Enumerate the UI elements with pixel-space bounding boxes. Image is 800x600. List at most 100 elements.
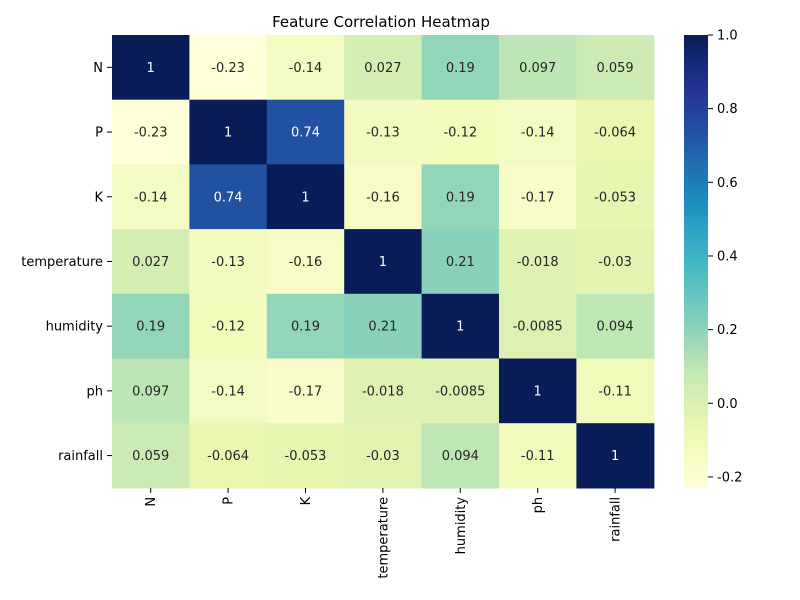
cell-annotation: -0.12 xyxy=(443,126,477,141)
heatmap-cell xyxy=(112,423,190,489)
cell-annotation: -0.23 xyxy=(134,126,168,141)
cell-annotation: 1 xyxy=(611,449,619,464)
cell-annotation: -0.11 xyxy=(598,384,632,399)
cell-annotation: 0.21 xyxy=(368,320,397,335)
column-label: temperature xyxy=(376,497,391,579)
row-label: ph xyxy=(87,384,104,399)
heatmap-cell xyxy=(499,358,577,424)
heatmap-cell xyxy=(421,293,500,360)
heatmap-cell xyxy=(499,35,577,101)
cell-annotation: 0.097 xyxy=(132,384,169,399)
heatmap-cell xyxy=(499,99,577,165)
heatmap-cell xyxy=(112,358,190,424)
colorbar-tick-label: 0.6 xyxy=(717,176,738,191)
cell-annotation: 0.097 xyxy=(519,61,556,76)
cell-annotation: 0.74 xyxy=(214,190,243,205)
row-label: temperature xyxy=(21,255,103,270)
heatmap-cell xyxy=(576,164,655,230)
cell-annotation: 0.19 xyxy=(291,320,320,335)
heatmap-cell xyxy=(189,293,268,360)
cell-annotation: -0.12 xyxy=(211,320,245,335)
heatmap-cell xyxy=(189,229,268,295)
heatmap-cell xyxy=(576,35,655,101)
heatmap-cell xyxy=(576,423,655,489)
heatmap-cells: 1 -0.23 -0.14 0.027 0.19 0.097 0.059 -0.23 1 0.74… xyxy=(112,35,655,489)
heatmap-cell xyxy=(266,99,345,165)
cell-annotation: -0.16 xyxy=(289,255,323,270)
cell-annotation: 1 xyxy=(147,61,155,76)
row-label: K xyxy=(94,190,103,205)
cell-annotation: 0.19 xyxy=(446,190,475,205)
cell-annotation: -0.23 xyxy=(211,61,245,76)
colorbar-ticks: -0.2 0.0 0.2 0.4 0.6 0.8 1.0 xyxy=(708,29,742,485)
cell-annotation: 0.19 xyxy=(136,320,165,335)
cell-annotation: -0.03 xyxy=(598,255,632,270)
heatmap-cell xyxy=(576,99,655,165)
heatmap-cell xyxy=(112,99,190,165)
heatmap-cell xyxy=(189,35,268,101)
heatmap-cell xyxy=(344,229,423,295)
heatmap-cell xyxy=(112,35,190,101)
cell-annotation: -0.03 xyxy=(366,449,400,464)
cell-annotation: -0.064 xyxy=(207,449,249,464)
colorbar-tick-label: 0.8 xyxy=(717,102,738,117)
cell-annotation: 0.21 xyxy=(446,255,475,270)
colorbar-tick-label: 0.4 xyxy=(717,249,738,264)
heatmap-cell xyxy=(189,99,268,165)
cell-annotation: -0.0085 xyxy=(513,320,563,335)
row-label: humidity xyxy=(46,320,104,335)
row-label: N xyxy=(93,61,103,76)
heatmap-cell xyxy=(266,423,345,489)
cell-annotation: 0.059 xyxy=(596,61,633,76)
heatmap-cell xyxy=(576,229,655,295)
cell-annotation: 1 xyxy=(379,255,387,270)
heatmap-cell xyxy=(112,164,190,230)
cell-annotation: 0.74 xyxy=(291,126,320,141)
colorbar xyxy=(684,35,708,488)
cell-annotation: -0.0085 xyxy=(435,384,485,399)
cell-annotation: 0.059 xyxy=(132,449,169,464)
cell-annotation: -0.018 xyxy=(362,384,404,399)
chart-title: Feature Correlation Heatmap xyxy=(272,13,490,31)
heatmap-cell xyxy=(189,423,268,489)
cell-annotation: 0.094 xyxy=(596,320,633,335)
heatmap-cell xyxy=(421,164,500,230)
heatmap-cell xyxy=(421,35,500,101)
cell-annotation: 0.094 xyxy=(442,449,479,464)
heatmap-cell xyxy=(189,358,268,424)
heatmap-cell xyxy=(266,293,345,360)
colorbar-tick-label: -0.2 xyxy=(717,470,742,485)
heatmap-cell xyxy=(266,164,345,230)
heatmap-cell xyxy=(344,423,423,489)
heatmap-cell xyxy=(344,358,423,424)
column-label: humidity xyxy=(454,497,469,555)
cell-annotation: -0.14 xyxy=(211,384,245,399)
cell-annotation: -0.053 xyxy=(594,190,636,205)
heatmap-cell xyxy=(344,35,423,101)
heatmap-cell xyxy=(266,229,345,295)
cell-annotation: 1 xyxy=(534,384,542,399)
cell-annotation: 1 xyxy=(224,126,232,141)
heatmap-cell xyxy=(499,229,577,295)
heatmap-cell xyxy=(266,35,345,101)
heatmap-cell xyxy=(576,293,655,360)
colorbar-tick-label: 0.0 xyxy=(717,397,738,412)
cell-annotation: -0.16 xyxy=(366,190,400,205)
colorbar-tick-label: 0.2 xyxy=(717,323,738,338)
row-label: P xyxy=(95,126,103,141)
cell-annotation: 1 xyxy=(456,320,464,335)
cell-annotation: -0.053 xyxy=(285,449,327,464)
cell-annotation: 1 xyxy=(301,190,309,205)
cell-annotation: 0.19 xyxy=(446,61,475,76)
column-label: ph xyxy=(531,497,546,514)
heatmap-cell xyxy=(499,164,577,230)
heatmap-cell xyxy=(421,358,500,424)
heatmap-cell xyxy=(344,293,423,360)
heatmap-cell xyxy=(576,358,655,424)
cell-annotation: -0.14 xyxy=(521,126,555,141)
cell-annotation: -0.17 xyxy=(289,384,323,399)
cell-annotation: 0.027 xyxy=(132,255,169,270)
cell-annotation: -0.14 xyxy=(289,61,323,76)
